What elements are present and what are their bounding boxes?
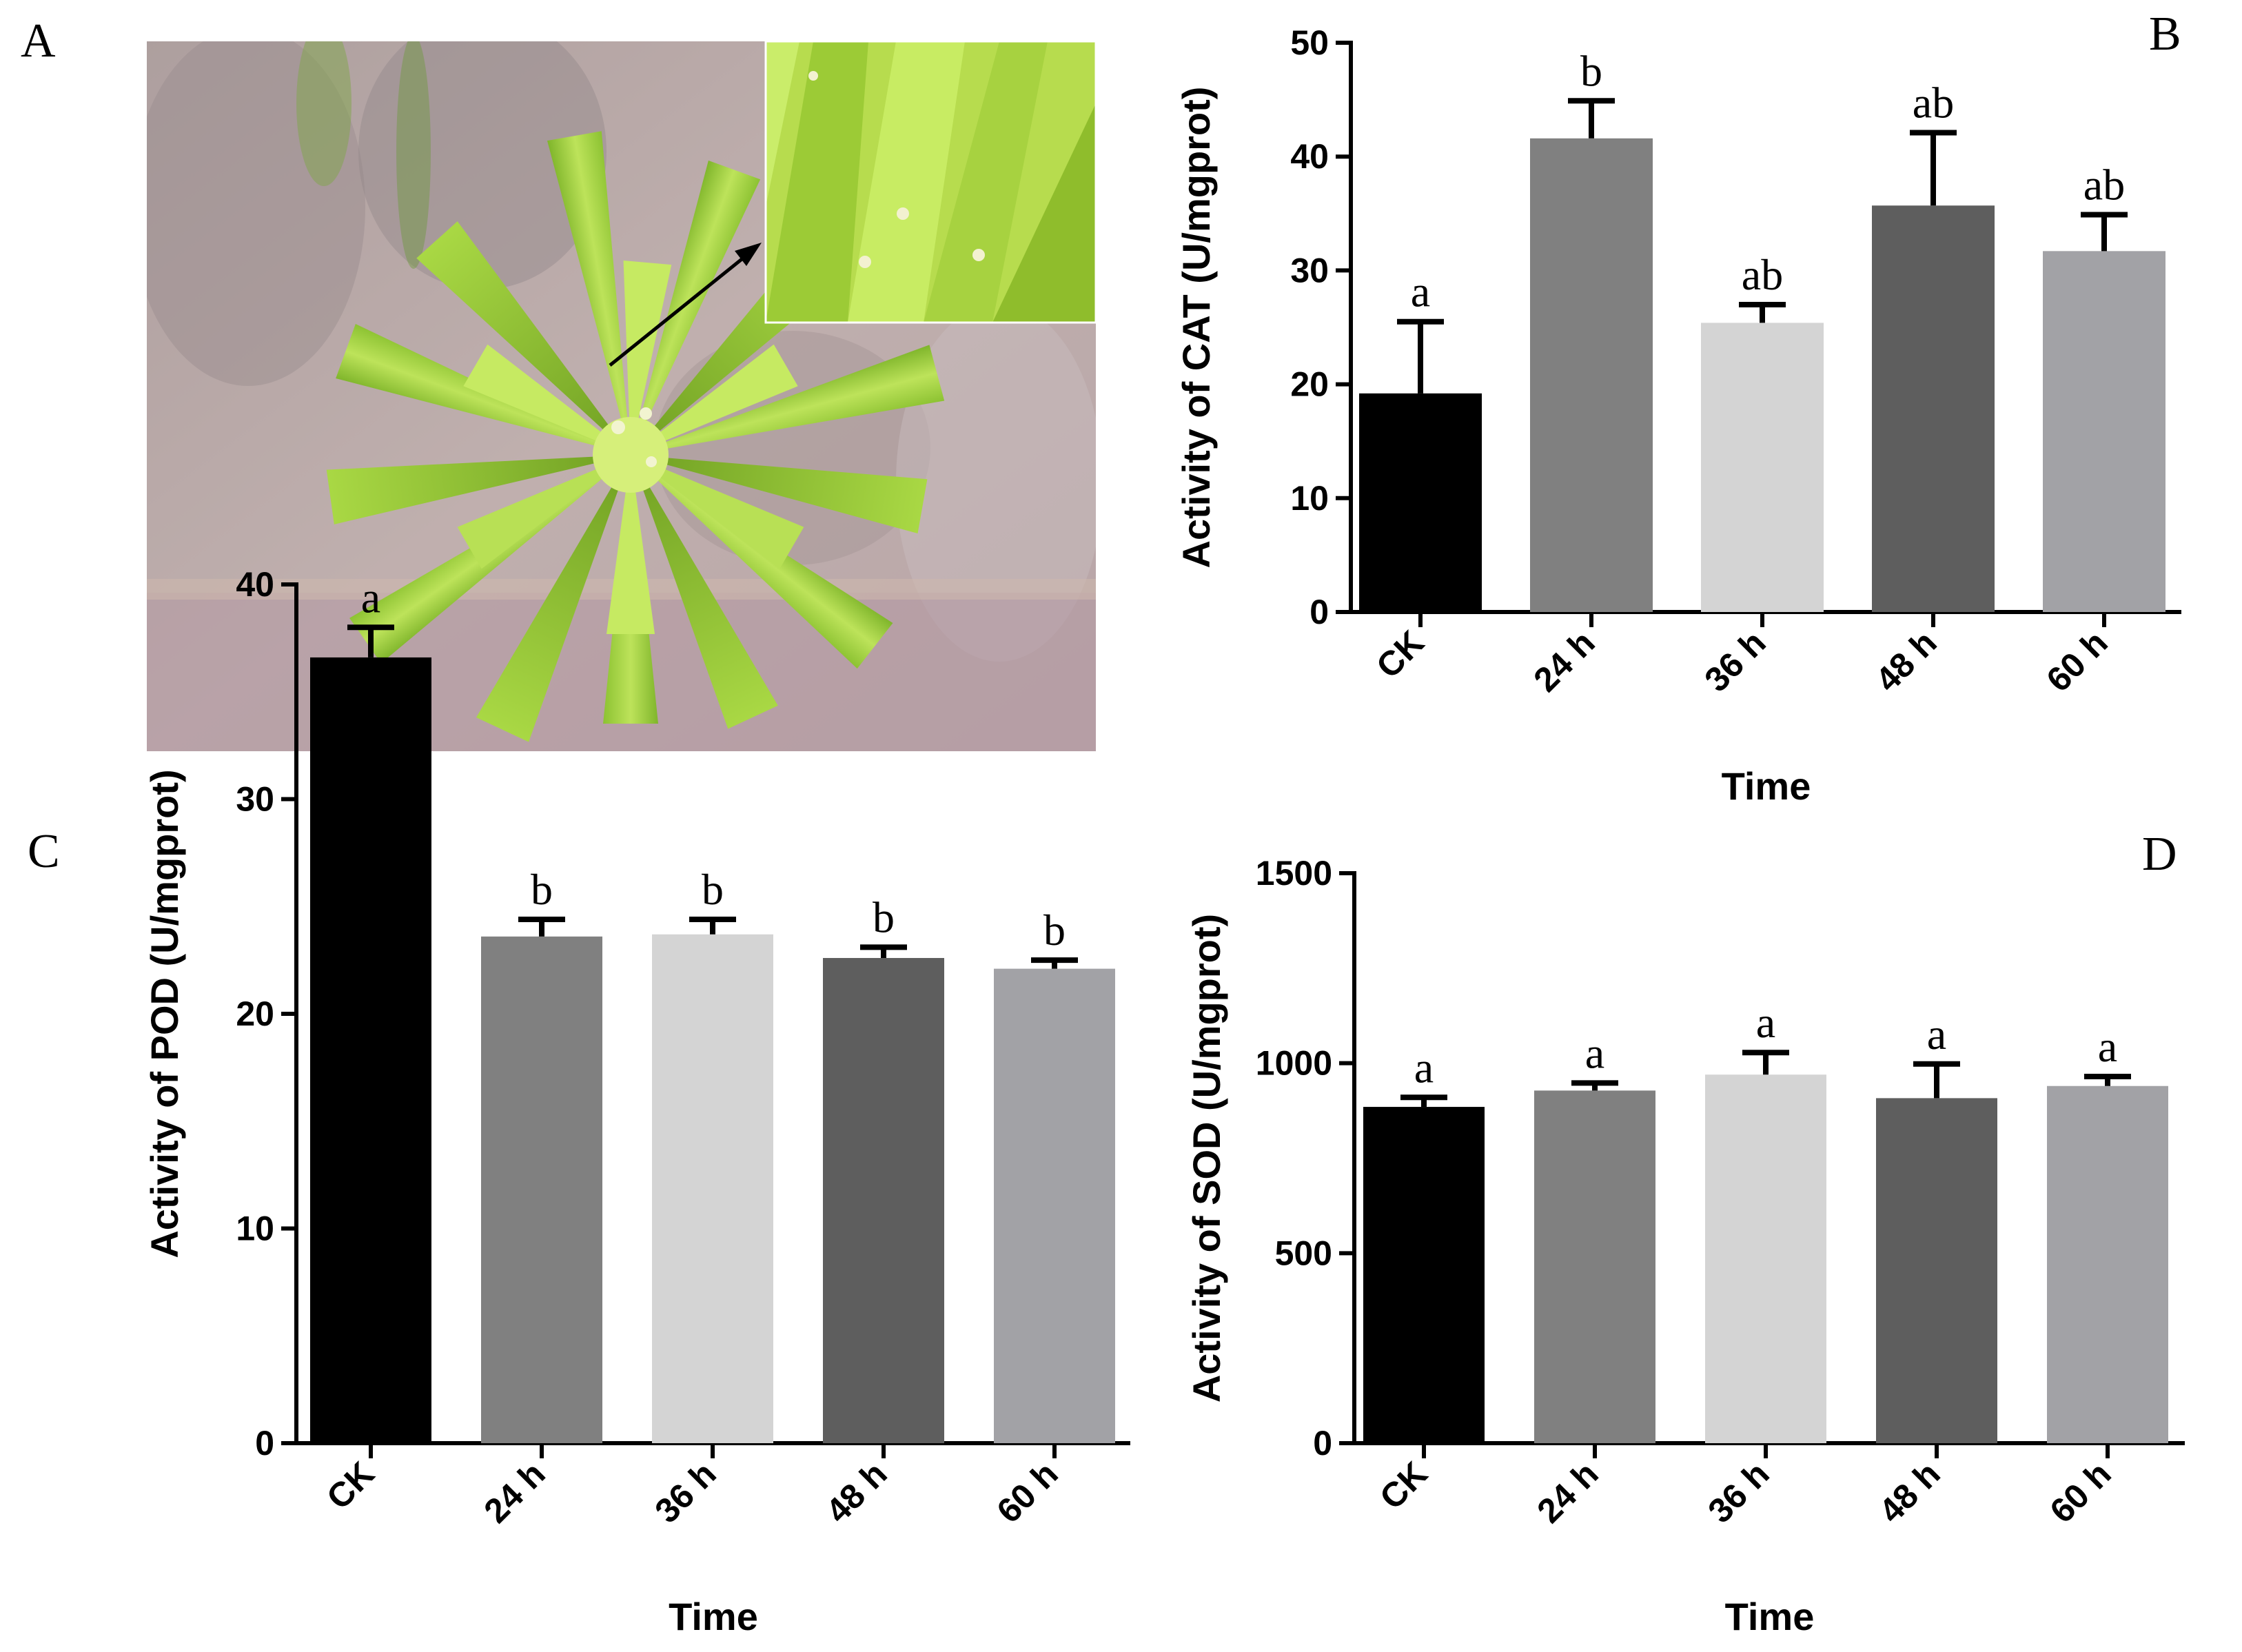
c-x-tick-label: CK <box>319 1454 382 1517</box>
d-x-tick-label: 36 h <box>1700 1454 1776 1530</box>
c-bar <box>310 657 431 1444</box>
d-x-tick-label: 48 h <box>1871 1454 1947 1530</box>
c-x-tick-label: 24 h <box>476 1454 552 1530</box>
c-bar <box>823 958 944 1443</box>
panel-letter-d: D <box>2142 828 2177 881</box>
c-bar <box>481 936 602 1443</box>
c-significance-label: b <box>873 893 895 941</box>
c-bar <box>994 968 1115 1443</box>
b-bar <box>1872 205 1995 613</box>
c-significance-label: b <box>1043 906 1066 955</box>
d-y-axis-title: Activity of SOD (U/mgprot) <box>1185 914 1228 1403</box>
d-bar <box>1876 1098 1997 1443</box>
panel-letter-a: A <box>21 14 56 68</box>
c-x-axis-title: Time <box>669 1595 758 1638</box>
d-bar <box>2047 1085 2168 1443</box>
b-bar <box>2043 251 2165 612</box>
d-x-tick-label: 24 h <box>1529 1454 1605 1530</box>
b-significance-label: ab <box>1913 79 1954 128</box>
d-significance-label: a <box>2098 1022 2117 1071</box>
panel-letter-b: B <box>2149 8 2181 61</box>
d-y-tick-label: 1000 <box>1256 1044 1332 1083</box>
b-x-tick-label: 60 h <box>2039 623 2114 699</box>
c-x-tick-label: 60 h <box>989 1454 1065 1530</box>
chart-pod: 0 10 20 30 40 a CK b 24 h b 36 h b 48 h b 60 h Activity… <box>143 565 1130 1638</box>
c-significance-label: b <box>531 865 553 914</box>
b-y-tick-label: 50 <box>1290 23 1329 62</box>
d-significance-label: a <box>1585 1028 1604 1077</box>
c-y-axis-title: Activity of POD (U/mgprot) <box>143 769 186 1258</box>
c-significance-label: a <box>361 573 380 622</box>
c-x-tick-label: 48 h <box>818 1454 894 1530</box>
d-y-tick-label: 0 <box>1313 1424 1332 1462</box>
b-significance-label: ab <box>1742 250 1783 299</box>
b-y-tick-label: 20 <box>1290 365 1329 404</box>
d-bar <box>1363 1107 1485 1443</box>
b-x-tick-label: 24 h <box>1526 623 1602 699</box>
c-x-tick-label: 36 h <box>647 1454 723 1530</box>
chart-cat: 0 10 20 30 40 50 a CK b 24 h ab 36 h ab 48 h ab 60 h Act… <box>1174 23 2181 808</box>
b-y-axis-title: Activity of CAT (U/mgprot) <box>1174 87 1218 569</box>
d-bar <box>1705 1074 1826 1443</box>
b-y-tick-label: 30 <box>1290 251 1329 289</box>
d-y-tick-label: 1500 <box>1256 854 1332 893</box>
d-y-tick-label: 500 <box>1275 1234 1332 1272</box>
b-y-tick-label: 40 <box>1290 137 1329 176</box>
b-x-tick-label: 36 h <box>1697 623 1773 699</box>
leaf-rosette <box>326 131 945 742</box>
b-bar <box>1359 393 1482 612</box>
b-significance-label: ab <box>2083 160 2125 209</box>
d-significance-label: a <box>1414 1043 1434 1092</box>
d-significance-label: a <box>1756 998 1775 1047</box>
lily-plantlet-photo <box>147 41 1096 751</box>
d-x-tick-label: CK <box>1372 1454 1435 1517</box>
inset-arrow-icon <box>609 250 753 367</box>
b-bar <box>1701 323 1824 612</box>
b-x-tick-label: CK <box>1369 623 1431 686</box>
c-y-tick-label: 0 <box>255 1424 274 1462</box>
b-x-axis-title: Time <box>1722 764 1811 808</box>
b-y-tick-label: 10 <box>1290 479 1329 518</box>
b-y-tick-label: 0 <box>1309 593 1329 631</box>
c-y-tick-label: 20 <box>236 995 274 1033</box>
c-significance-label: b <box>702 865 724 914</box>
d-x-axis-title: Time <box>1725 1595 1815 1638</box>
c-y-tick-label: 10 <box>236 1210 274 1248</box>
panel-letter-c: C <box>28 825 60 878</box>
inset-zoom <box>766 41 1096 323</box>
c-bar <box>652 934 773 1443</box>
c-y-tick-label: 30 <box>236 780 274 819</box>
d-significance-label: a <box>1927 1010 1946 1059</box>
b-significance-label: b <box>1580 46 1602 95</box>
c-y-tick-label: 40 <box>236 565 274 604</box>
d-bar <box>1534 1090 1655 1443</box>
d-x-tick-label: 60 h <box>2042 1454 2118 1530</box>
b-x-tick-label: 48 h <box>1868 623 1944 699</box>
chart-sod: 0 500 1000 1500 a CK a 24 h a 36 h a 48 h a 60 h Activ… <box>1185 854 2185 1638</box>
b-significance-label: a <box>1411 267 1430 316</box>
b-bar <box>1530 138 1653 612</box>
